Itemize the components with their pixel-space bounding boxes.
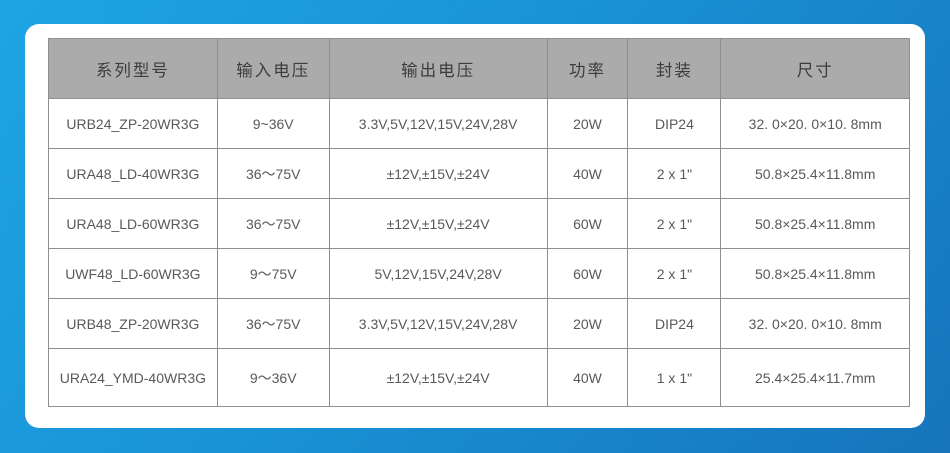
- cell-input-voltage: 36～75V: [216, 298, 330, 349]
- table-row: UWF48_LD-60WR3G 9～75V 5V,12V,15V,24V,28V…: [48, 248, 910, 299]
- cell-series-model: URA24_YMD-40WR3G: [48, 348, 218, 407]
- cell-power: 40W: [546, 148, 629, 199]
- cell-size: 50.8×25.4×11.8mm: [720, 198, 910, 249]
- cell-output-voltage: 5V,12V,15V,24V,28V: [328, 248, 548, 299]
- cell-series-model: URB48_ZP-20WR3G: [48, 298, 218, 349]
- table-row: URA48_LD-60WR3G 36～75V ±12V,±15V,±24V 60…: [48, 198, 910, 249]
- cell-output-voltage: ±12V,±15V,±24V: [328, 148, 548, 199]
- cell-size: 50.8×25.4×11.8mm: [720, 148, 910, 199]
- column-header-series-model: 系列型号: [48, 38, 218, 99]
- cell-size: 32. 0×20. 0×10. 8mm: [720, 298, 910, 349]
- column-header-power: 功率: [546, 38, 629, 99]
- cell-size: 32. 0×20. 0×10. 8mm: [720, 98, 910, 149]
- table-row: URB48_ZP-20WR3G 36～75V 3.3V,5V,12V,15V,2…: [48, 298, 910, 349]
- cell-package: 2 x 1": [627, 248, 722, 299]
- cell-power: 40W: [546, 348, 629, 407]
- column-header-package: 封装: [627, 38, 722, 99]
- cell-input-voltage: 9~36V: [216, 98, 330, 149]
- cell-input-voltage: 9～75V: [216, 248, 330, 299]
- cell-package: DIP24: [627, 98, 722, 149]
- table-row: URB24_ZP-20WR3G 9~36V 3.3V,5V,12V,15V,24…: [48, 98, 910, 149]
- cell-power: 60W: [546, 248, 629, 299]
- cell-input-voltage: 36～75V: [216, 198, 330, 249]
- cell-series-model: UWF48_LD-60WR3G: [48, 248, 218, 299]
- column-header-size: 尺寸: [720, 38, 910, 99]
- cell-size: 25.4×25.4×11.7mm: [720, 348, 910, 407]
- cell-input-voltage: 9～36V: [216, 348, 330, 407]
- cell-series-model: URA48_LD-40WR3G: [48, 148, 218, 199]
- cell-package: 1 x 1": [627, 348, 722, 407]
- cell-package: 2 x 1": [627, 148, 722, 199]
- cell-series-model: URB24_ZP-20WR3G: [48, 98, 218, 149]
- cell-power: 20W: [546, 98, 629, 149]
- table-row: URA48_LD-40WR3G 36～75V ±12V,±15V,±24V 40…: [48, 148, 910, 199]
- spec-card: 系列型号 输入电压 输出电压 功率 封装 尺寸 URB24_ZP-20WR3G …: [25, 24, 925, 428]
- cell-package: DIP24: [627, 298, 722, 349]
- cell-output-voltage: ±12V,±15V,±24V: [328, 348, 548, 407]
- cell-package: 2 x 1": [627, 198, 722, 249]
- cell-size: 50.8×25.4×11.8mm: [720, 248, 910, 299]
- table-header-row: 系列型号 输入电压 输出电压 功率 封装 尺寸: [48, 38, 910, 99]
- cell-series-model: URA48_LD-60WR3G: [48, 198, 218, 249]
- cell-power: 60W: [546, 198, 629, 249]
- cell-power: 20W: [546, 298, 629, 349]
- cell-output-voltage: 3.3V,5V,12V,15V,24V,28V: [328, 298, 548, 349]
- column-header-input-voltage: 输入电压: [216, 38, 330, 99]
- cell-output-voltage: ±12V,±15V,±24V: [328, 198, 548, 249]
- column-header-output-voltage: 输出电压: [328, 38, 548, 99]
- cell-input-voltage: 36～75V: [216, 148, 330, 199]
- product-spec-table: 系列型号 输入电压 输出电压 功率 封装 尺寸 URB24_ZP-20WR3G …: [48, 38, 910, 407]
- cell-output-voltage: 3.3V,5V,12V,15V,24V,28V: [328, 98, 548, 149]
- table-row: URA24_YMD-40WR3G 9～36V ±12V,±15V,±24V 40…: [48, 348, 910, 407]
